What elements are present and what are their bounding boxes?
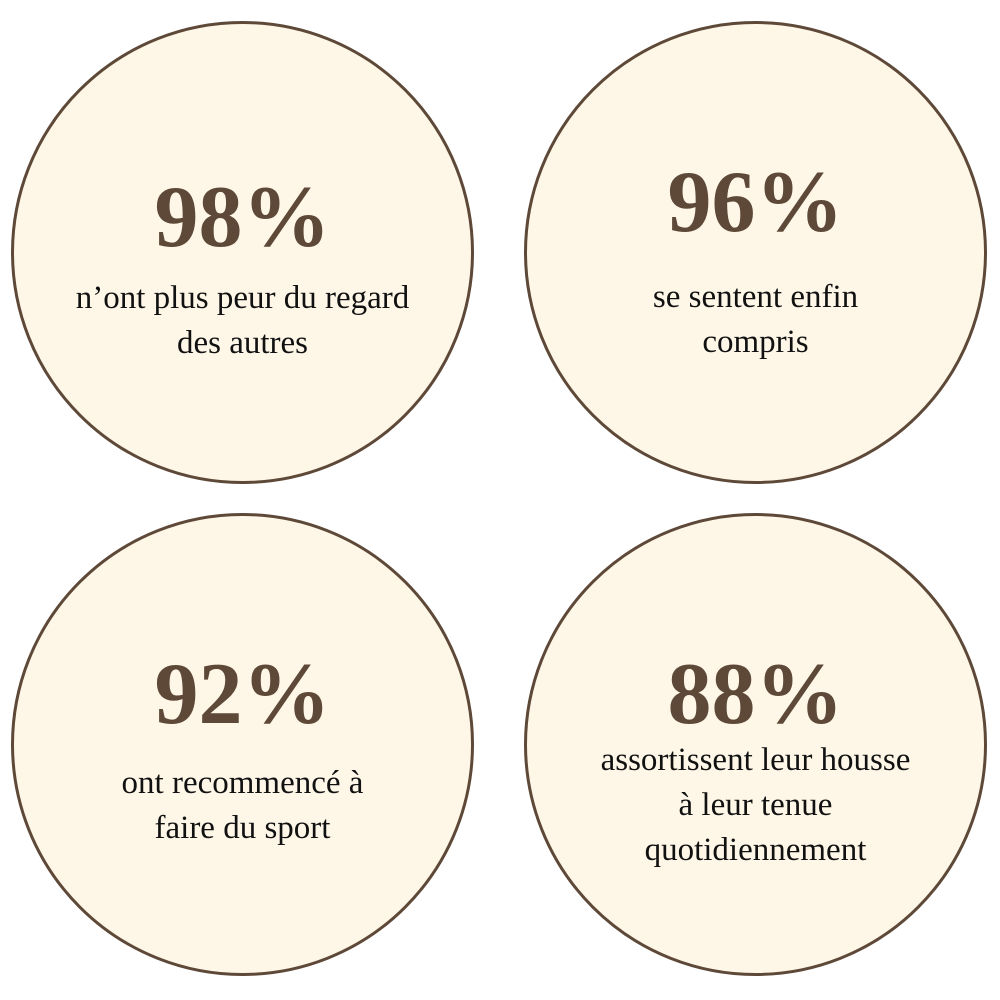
stat-circle-4: 88% assortissent leur housse à leur tenu… (524, 513, 987, 976)
stat-circle-2: 96% se sentent enfin compris (524, 21, 987, 484)
stat-description: ont recommencé à faire du sport (4, 761, 481, 851)
stat-circle-1: 98% n’ont plus peur du regard des autres (11, 21, 474, 484)
description-line: n’ont plus peur du regard (75, 280, 410, 316)
description-line: quotidiennement (644, 832, 867, 868)
description-line: compris (702, 324, 809, 360)
description-line: se sentent enfin (652, 279, 859, 315)
description-line: à leur tenue (678, 787, 833, 823)
stat-description: se sentent enfin compris (517, 275, 994, 365)
stat-value: 96% (667, 154, 844, 251)
stat-value: 88% (667, 646, 844, 743)
stat-description: n’ont plus peur du regard des autres (4, 276, 481, 366)
stat-value: 98% (154, 169, 331, 266)
stat-description: assortissent leur housse à leur tenue qu… (517, 738, 994, 873)
description-line: faire du sport (154, 810, 331, 846)
stat-circle-3: 92% ont recommencé à faire du sport (11, 513, 474, 976)
stat-value: 92% (154, 646, 331, 743)
description-line: des autres (176, 325, 309, 361)
description-line: assortissent leur housse (600, 742, 911, 778)
description-line: ont recommencé à (121, 765, 364, 801)
